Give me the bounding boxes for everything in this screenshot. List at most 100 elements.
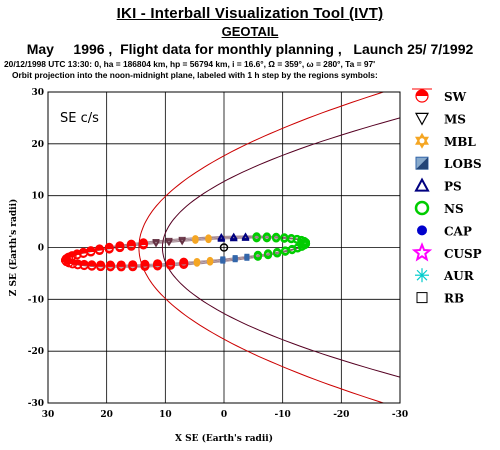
x-tick-label: 10 <box>159 410 172 420</box>
orbit-point-ns <box>292 234 302 244</box>
triangle-down-icon <box>414 112 430 126</box>
legend-item-ps: PS <box>414 177 462 194</box>
orbit-point-ns <box>297 242 306 251</box>
orbit-point-sw <box>96 262 106 272</box>
orbit-point-sw <box>153 261 162 266</box>
orbit-point-sw <box>68 259 78 269</box>
orbit-point-ps <box>229 232 238 240</box>
star-icon-center <box>419 138 425 144</box>
orbit-point-ns <box>262 232 271 241</box>
solar-wind-half <box>416 90 428 96</box>
legend-label: CAP <box>444 224 472 238</box>
orbit-point-sw <box>126 239 136 249</box>
flight-info: May 1996 , Flight data for monthly plann… <box>26 41 474 57</box>
legend-item-lobs: LOBS <box>415 156 482 171</box>
legend-label: CUSP <box>444 247 482 261</box>
orbit-point-sw <box>140 262 149 267</box>
region-legend: SW MS MBL LOBS PS NS CAP CUSP AUR RB <box>411 88 482 306</box>
legend-label: NS <box>444 202 464 216</box>
legend-label: MBL <box>444 135 476 149</box>
orbit-point-sw <box>96 262 105 267</box>
orbit-point-sw <box>116 262 126 272</box>
x-axis-label: X SE (Earth's radii) <box>175 433 273 444</box>
legend-item-cusp: CUSP <box>411 242 482 262</box>
orbit-point-mbl <box>206 259 214 266</box>
orbit-parameters: 20/12/1998 UTC 13:30: 0, ha = 186804 km,… <box>4 59 376 69</box>
x-tick-label: -30 <box>392 410 408 420</box>
orbit-point-sw <box>105 243 114 248</box>
y-axis-label: Z SE (Earth's radii) <box>8 199 19 297</box>
orbit-point-ms <box>152 239 160 246</box>
legend-label: AUR <box>443 269 475 283</box>
orbit-point-sw <box>138 238 148 248</box>
star5-icon <box>411 242 433 262</box>
y-tick-label: 20 <box>31 140 44 150</box>
x-tick-label: -10 <box>275 410 291 420</box>
page-title: IKI - Interball Visualization Tool (IVT) <box>116 5 384 22</box>
legend-item-rb: RB <box>416 292 464 306</box>
orbit-point-sw <box>95 244 104 249</box>
y-tick-label: -10 <box>28 295 44 305</box>
orbit-point-sw <box>139 238 148 243</box>
x-tick-label: -20 <box>333 410 349 420</box>
legend-item-aur: AUR <box>415 268 475 283</box>
projection-info: Orbit projection into the noon-midnight … <box>12 70 378 80</box>
x-tick-label: 0 <box>221 410 227 420</box>
orbit-point-sw <box>87 262 96 267</box>
legend-item-mbl: MBL <box>415 132 476 149</box>
orbit-point-ms <box>178 236 186 243</box>
orbit-point-sw <box>104 242 114 252</box>
orbit-point-ns <box>252 232 261 241</box>
square-half-fill <box>416 157 428 170</box>
orbit-point-sw <box>117 262 126 267</box>
y-tick-label: -20 <box>28 347 44 357</box>
legend-label: MS <box>444 112 466 126</box>
orbit-point-ms <box>165 237 173 245</box>
legend-item-sw: SW <box>412 88 467 104</box>
triangle-up-icon <box>414 177 430 192</box>
orbit-point-lobs <box>232 257 238 263</box>
orbit-point-ns <box>253 252 263 261</box>
orbit-point-sw <box>73 260 83 270</box>
orbit-point-mbl <box>193 260 201 267</box>
legend-label: PS <box>444 180 462 194</box>
orbit-point-sw <box>179 260 188 265</box>
boundary-bow-shock <box>138 92 386 403</box>
orbit-point-sw <box>140 261 150 271</box>
x-tick-label: 20 <box>100 410 113 420</box>
orbit-point-sw <box>115 241 124 246</box>
y-tick-label: 30 <box>31 88 44 98</box>
boundary-magnetopause <box>161 117 400 378</box>
legend-item-cap: CAP <box>417 224 472 238</box>
orbit-point-lobs <box>220 258 226 264</box>
orbit-point-sw <box>105 262 115 272</box>
x-tick-label: 30 <box>42 410 55 420</box>
square-icon <box>416 292 428 304</box>
orbit-track <box>61 232 311 272</box>
orbit-point-sw <box>106 262 115 267</box>
plot-frame <box>47 91 401 404</box>
legend-label: RB <box>444 292 464 306</box>
legend-label: LOBS <box>444 157 482 171</box>
orbit-point-sw <box>86 246 96 256</box>
orbit-point-sw <box>166 260 176 270</box>
orbit-point-sw <box>153 261 163 271</box>
earth-marker <box>219 243 229 252</box>
orbit-point-ps <box>241 232 250 239</box>
orbit-point-sw <box>61 255 71 265</box>
orbit-point-sw <box>79 248 88 253</box>
orbit-point-ns <box>273 249 282 258</box>
legend-item-ms: MS <box>414 112 466 126</box>
orbit-point-ns <box>263 251 273 260</box>
orbit-point-sw <box>127 240 136 245</box>
orbit-point-mbl <box>205 234 212 241</box>
orbit-point-sw <box>179 259 189 269</box>
orbit-point-sw <box>86 246 95 251</box>
y-tick-label: -30 <box>28 399 44 409</box>
orbit-point-sw <box>79 261 89 271</box>
orbit-point-sw <box>61 256 70 261</box>
orbit-point-ps <box>217 233 226 240</box>
orbit-point-sw <box>72 249 82 259</box>
legend-label: SW <box>444 90 467 104</box>
